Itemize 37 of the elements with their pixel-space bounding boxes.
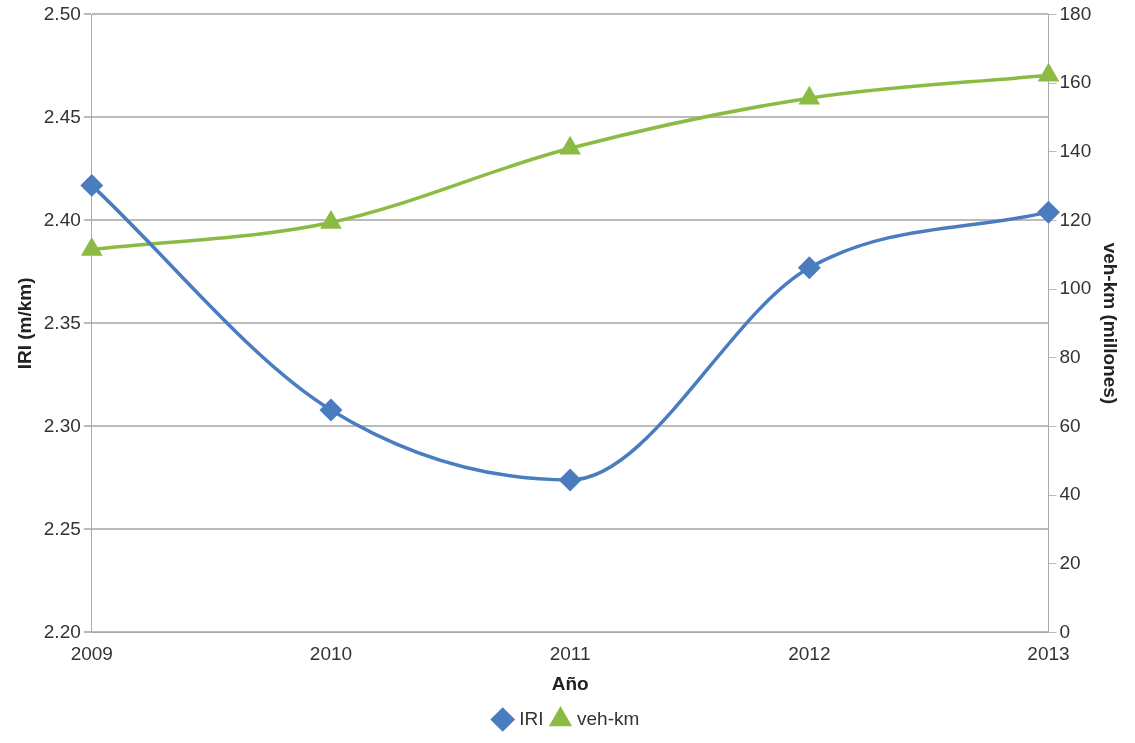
legend-label: IRI bbox=[519, 707, 544, 729]
point bbox=[1038, 64, 1059, 82]
y2-tick-label: 160 bbox=[1059, 71, 1092, 93]
y-tick-label: 2.45 bbox=[43, 105, 81, 127]
x-tick-label: 2010 bbox=[309, 643, 353, 665]
point bbox=[320, 399, 342, 421]
point bbox=[559, 135, 581, 155]
x-tick-label: 2013 bbox=[1027, 643, 1070, 665]
point bbox=[1037, 201, 1060, 223]
y-tick-label: 2.40 bbox=[43, 208, 81, 230]
y-axis-title: IRI (m/km) bbox=[13, 277, 35, 370]
x-tick-label: 2011 bbox=[549, 643, 591, 665]
x-tick-label: 2012 bbox=[788, 643, 831, 665]
y2-tick-label: 0 bbox=[1059, 620, 1071, 642]
y-tick-label: 2.20 bbox=[43, 620, 81, 642]
x-axis-title: Año bbox=[551, 672, 589, 694]
y-tick-label: 2.30 bbox=[43, 414, 81, 436]
point bbox=[799, 87, 819, 105]
point bbox=[559, 469, 581, 491]
point bbox=[81, 174, 103, 197]
legend-label: veh-km bbox=[577, 707, 640, 729]
y2-tick-label: 40 bbox=[1059, 483, 1081, 505]
point bbox=[82, 238, 102, 256]
x-tick-label: 2009 bbox=[70, 643, 113, 665]
y2-tick-label: 140 bbox=[1059, 139, 1092, 161]
point bbox=[798, 257, 821, 279]
y2-axis-title: veh-km (millones) bbox=[1100, 242, 1122, 405]
y2-tick-label: 60 bbox=[1059, 414, 1081, 436]
y-tick-label: 2.35 bbox=[43, 311, 81, 333]
y2-tick-label: 20 bbox=[1059, 551, 1081, 573]
y2-tick-label: 120 bbox=[1059, 208, 1092, 230]
y2-tick-label: 180 bbox=[1059, 2, 1092, 24]
y2-tick-label: 100 bbox=[1059, 277, 1092, 299]
y-tick-label: 2.25 bbox=[43, 517, 81, 539]
y-tick-label: 2.50 bbox=[43, 2, 81, 24]
point bbox=[321, 211, 341, 229]
y2-tick-label: 80 bbox=[1059, 345, 1081, 367]
